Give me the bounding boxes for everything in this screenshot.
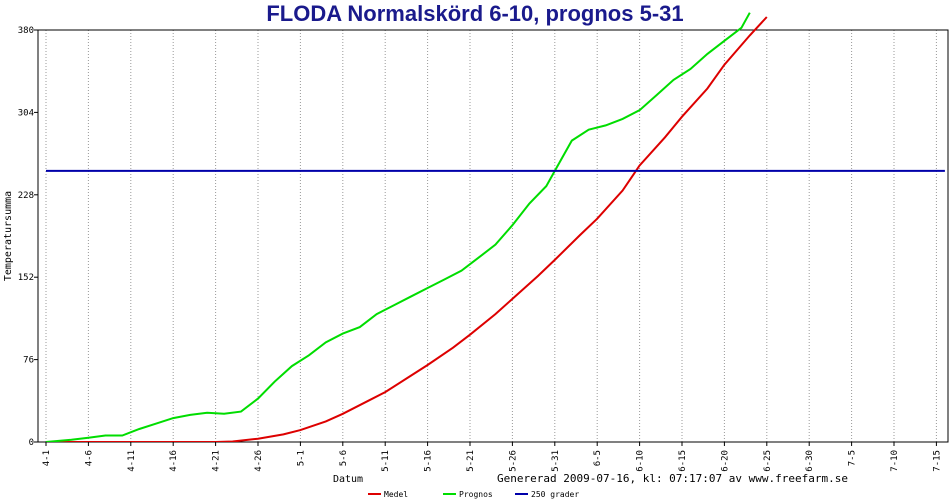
x-tick-label: 4-6 (84, 450, 94, 466)
y-tick-label: 152 (18, 273, 34, 283)
x-tick-label: 4-26 (254, 450, 264, 472)
x-tick-label: 4-11 (127, 450, 137, 472)
legend-label: 250 grader (531, 490, 579, 499)
x-tick-label: 5-6 (339, 450, 349, 466)
x-tick-label: 4-16 (169, 450, 179, 472)
x-tick-label: 4-21 (212, 450, 222, 472)
x-tick-label: 5-16 (424, 450, 434, 472)
y-axis-label: Temperatursumma (3, 191, 14, 281)
y-tick-label: 380 (18, 26, 34, 36)
x-tick-label: 5-1 (296, 450, 306, 466)
y-axis: 0 76 152 228 304 380 (18, 26, 38, 448)
series-group (45, 12, 945, 442)
series-line-medel (46, 16, 768, 442)
x-tick-label: 5-31 (551, 450, 561, 472)
series-line-prognos (45, 12, 751, 442)
y-tick-label: 76 (23, 356, 34, 366)
x-tick-label: 6-15 (678, 450, 688, 472)
y-tick-label: 304 (18, 108, 34, 118)
x-tick-label: 6-10 (636, 450, 646, 472)
y-tick-label: 228 (18, 191, 34, 201)
x-axis-label: Datum (333, 474, 363, 485)
x-tick-label: 5-21 (466, 450, 476, 472)
chart-title: FLODA Normalskörd 6-10, prognos 5-31 (266, 1, 683, 26)
legend-label: Medel (384, 490, 408, 499)
plot-frame (37, 29, 949, 443)
y-tick-label: 0 (29, 438, 34, 448)
x-tick-label: 5-26 (508, 450, 518, 472)
x-tick-label: 5-11 (381, 450, 391, 472)
x-tick-label: 6-5 (593, 450, 603, 466)
x-tick-label: 7-5 (848, 450, 858, 466)
x-axis: 4-1 4-6 4-11 4-16 4-21 4-26 5-1 5-6 5-11 5-16 5-21… (42, 442, 942, 472)
legend-label: Prognos (459, 490, 493, 499)
x-tick-label: 6-20 (720, 450, 730, 472)
x-tick-label: 6-25 (763, 450, 773, 472)
x-tick-label: 6-30 (805, 450, 815, 472)
x-tick-label: 7-10 (890, 450, 900, 472)
x-tick-label: 7-15 (932, 450, 942, 472)
footer-note: Genererad 2009-07-16, kl: 07:17:07 av ww… (497, 472, 848, 485)
x-tick-label: 4-1 (42, 450, 52, 466)
legend: Medel Prognos 250 grader (368, 490, 579, 499)
grid (45, 30, 937, 442)
